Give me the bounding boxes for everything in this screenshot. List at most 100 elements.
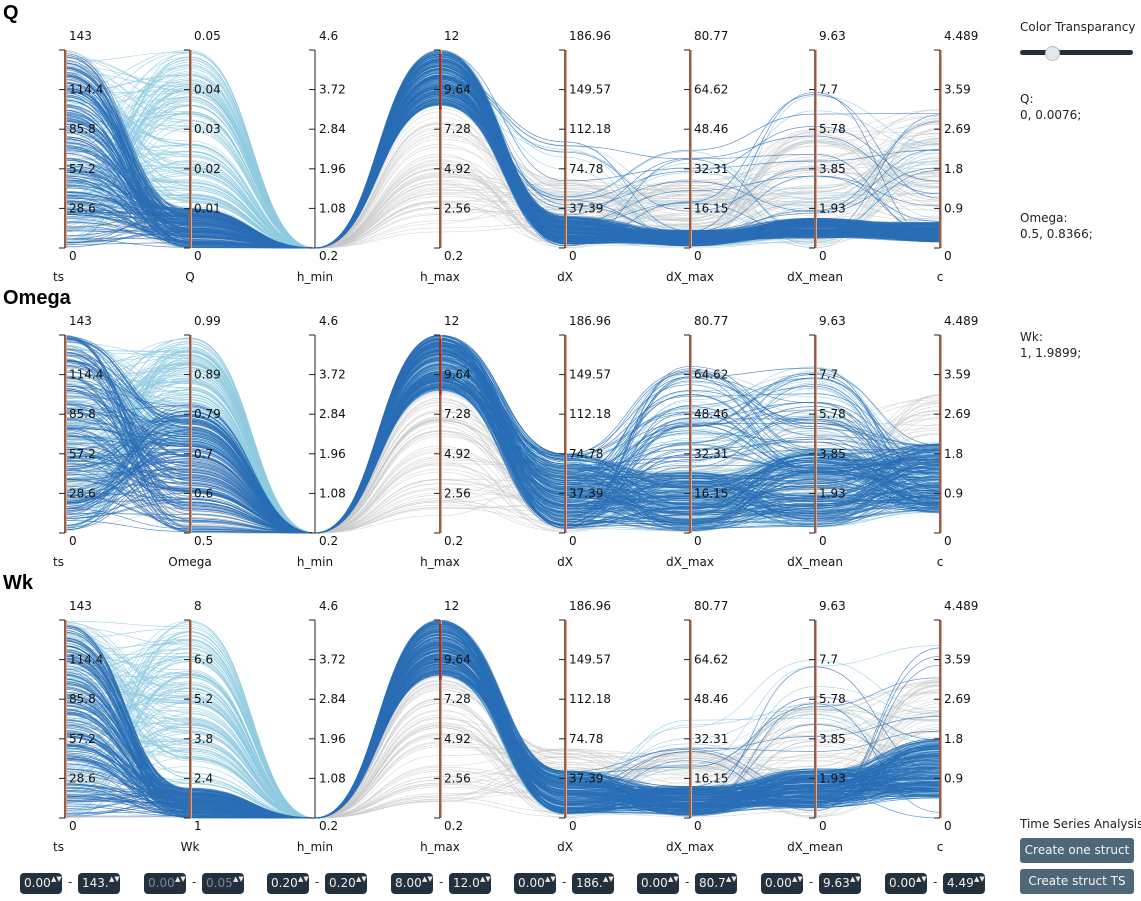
tick-label: 12 <box>444 29 459 43</box>
parallel-coordinates-q[interactable]: 143114.485.857.228.60ts0.050.040.030.020… <box>0 0 1000 290</box>
tick-label: 32.31 <box>694 162 728 176</box>
transparency-slider-track[interactable] <box>1020 50 1133 55</box>
axis-h_min[interactable]: 4.6 3.72 2.84 1.96 1.08 0.2 h_min <box>297 29 346 284</box>
axis-c[interactable]: 4.489 3.59 2.69 1.8 0.9 0c <box>934 599 978 854</box>
polyline-selected <box>64 386 941 534</box>
polyline-selected <box>64 90 941 249</box>
transparency-slider-thumb[interactable] <box>1045 46 1060 61</box>
axis-dX_mean[interactable]: 9.63 7.7 5.78 3.85 1.93 0 dX_mean <box>787 29 846 284</box>
omega-selection-range: 0.5, 0.8366; <box>1020 227 1093 241</box>
range-min-input-c[interactable]: 0.00 ▲▼ <box>885 873 927 894</box>
tick-label: 112.18 <box>569 692 611 706</box>
tick-label: 74.78 <box>569 447 603 461</box>
spinner-icon[interactable]: ▲▼ <box>175 875 186 883</box>
tick-label: 2.56 <box>444 201 471 215</box>
axis-c[interactable]: 4.489 3.59 2.69 1.8 0.9 0c <box>934 29 978 284</box>
tick-label: 8 <box>194 599 202 613</box>
parallel-coordinates-wk[interactable]: 143 114.4 85.8 57.2 28.6 0 ts 8 6.6 5.2 3.8 2.4 1 Wk 4… <box>0 570 1000 860</box>
axis-label-ts: ts <box>53 840 64 854</box>
axis-dX_max[interactable]: 80.77 64.62 48.46 32.31 16.15 0 dX_max <box>666 314 728 569</box>
axis-label-h_min: h_min <box>297 270 333 284</box>
tick-label: 0.05 <box>194 29 221 43</box>
tick-label: 2.69 <box>944 692 971 706</box>
range-min-input-dX_max[interactable]: 0.00 ▲▼ <box>637 873 679 894</box>
polyline-selected <box>64 356 941 534</box>
spinner-icon[interactable]: ▲▼ <box>356 875 367 883</box>
tick-label: 2.84 <box>319 122 346 136</box>
spinner-icon[interactable]: ▲▼ <box>109 875 120 883</box>
axis-dX[interactable]: 186.96 149.57 112.18 74.78 37.39 0 dX <box>557 314 611 569</box>
axis-label-h_min: h_min <box>297 555 333 569</box>
spinner-icon[interactable]: ▲▼ <box>974 875 985 883</box>
tick-label: 0 <box>69 249 77 263</box>
axis-Wk[interactable]: 8 6.6 5.2 3.8 2.4 1 Wk <box>181 599 214 854</box>
range-max-input-h_max[interactable]: 12.0 ▲▼ <box>449 873 491 894</box>
tick-label: 0 <box>569 819 577 833</box>
axis-label-dX_mean: dX_mean <box>787 555 843 569</box>
spinner-icon[interactable]: ▲▼ <box>233 875 244 883</box>
axis-ts[interactable]: 143 114.4 85.8 57.2 28.6 0 ts <box>53 314 103 569</box>
polyline-selected <box>64 351 941 534</box>
axis-h_max[interactable]: 12 9.64 7.28 4.92 2.56 0.2 h_max <box>420 599 471 854</box>
range-max-input-dX_mean[interactable]: 9.63 ▲▼ <box>819 873 861 894</box>
spinner-icon[interactable]: ▲▼ <box>726 875 737 883</box>
axis-dX[interactable]: 186.96 149.57 112.18 74.78 37.39 0 dX <box>557 29 611 284</box>
spinner-icon[interactable]: ▲▼ <box>916 875 927 883</box>
tick-label: 4.489 <box>944 29 978 43</box>
axis-label-ts: ts <box>53 270 64 284</box>
axis-dX_max[interactable]: 80.77 64.62 48.46 32.31 16.15 0 dX_max <box>666 29 728 284</box>
range-min-input-h_max[interactable]: 8.00 ▲▼ <box>391 873 433 894</box>
axis-h_max[interactable]: 12 9.64 7.28 4.92 2.56 0.2 h_max <box>420 29 471 284</box>
range-max-input-c[interactable]: 4.49 ▲▼ <box>943 873 985 894</box>
create-struct-ts-button[interactable]: Create struct TS <box>1020 869 1134 894</box>
spinner-icon[interactable]: ▲▼ <box>545 875 556 883</box>
range-min-input-ts[interactable]: 0.00 ▲▼ <box>20 873 62 894</box>
spinner-icon[interactable]: ▲▼ <box>792 875 803 883</box>
tick-label: 0 <box>694 534 702 548</box>
spinner-icon[interactable]: ▲▼ <box>668 875 679 883</box>
tick-label: 7.7 <box>819 368 838 382</box>
axis-dX_max[interactable]: 80.77 64.62 48.46 32.31 16.15 0 dX_max <box>666 599 728 854</box>
axis-label-Omega: Omega <box>168 555 212 569</box>
axis-dX[interactable]: 186.96 149.57 112.18 74.78 37.39 0 dX <box>557 599 611 854</box>
tick-label: 74.78 <box>569 732 603 746</box>
range-min-input-dX[interactable]: 0.00 ▲▼ <box>514 873 556 894</box>
tick-label: 2.84 <box>319 407 346 421</box>
tick-label: 3.8 <box>194 732 213 746</box>
axis-dX_mean[interactable]: 9.63 7.7 5.78 3.85 1.93 0 dX_mean <box>787 314 846 569</box>
spinner-icon[interactable]: ▲▼ <box>603 875 614 883</box>
range-max-input-param[interactable]: 0.05 ▲▼ <box>202 873 244 894</box>
axis-Omega[interactable]: 0.99 0.89 0.79 0.7 0.6 0.5 Omega <box>168 314 220 569</box>
range-max-input-dX_max[interactable]: 80.7 ▲▼ <box>695 873 737 894</box>
tick-label: 0 <box>569 249 577 263</box>
tick-label: 112.18 <box>569 122 611 136</box>
panel-title-q: Q <box>3 2 19 24</box>
polyline-selected <box>64 79 941 249</box>
range-max-input-h_min[interactable]: 0.20 ▲▼ <box>325 873 367 894</box>
tick-label: 48.46 <box>694 122 728 136</box>
spinner-icon[interactable]: ▲▼ <box>480 875 491 883</box>
polyline-selected <box>64 354 941 534</box>
tick-label: 7.28 <box>444 692 471 706</box>
tick-label: 114.4 <box>69 83 103 97</box>
create-one-struct-button[interactable]: Create one struct <box>1020 838 1134 863</box>
axis-h_min[interactable]: 4.6 3.72 2.84 1.96 1.08 0.2 h_min <box>297 314 346 569</box>
range-min-input-param[interactable]: 0.00 ▲▼ <box>144 873 186 894</box>
spinner-icon[interactable]: ▲▼ <box>422 875 433 883</box>
range-max-input-dX[interactable]: 186. ▲▼ <box>572 873 614 894</box>
spinner-icon[interactable]: ▲▼ <box>850 875 861 883</box>
axis-Q[interactable]: 0.05 0.04 0.03 0.02 0.01 0Q <box>184 29 221 284</box>
axis-h_max[interactable]: 12 9.64 7.28 4.92 2.56 0.2 h_max <box>420 314 471 569</box>
tick-label: 0.9 <box>944 201 963 215</box>
axis-h_min[interactable]: 4.6 3.72 2.84 1.96 1.08 0.2 h_min <box>297 599 346 854</box>
axis-ts[interactable]: 143 114.4 85.8 57.2 28.6 0 ts <box>53 599 103 854</box>
axis-dX_mean[interactable]: 9.63 7.7 5.78 3.85 1.93 0 dX_mean <box>787 599 846 854</box>
axis-ts[interactable]: 143 114.4 85.8 57.2 28.6 0 ts <box>53 29 103 284</box>
spinner-icon[interactable]: ▲▼ <box>51 875 62 883</box>
spinner-icon[interactable]: ▲▼ <box>298 875 309 883</box>
range-min-input-h_min[interactable]: 0.20 ▲▼ <box>267 873 309 894</box>
range-max-input-ts[interactable]: 143. ▲▼ <box>78 873 120 894</box>
axis-c[interactable]: 4.489 3.59 2.69 1.8 0.9 0c <box>934 314 978 569</box>
range-min-input-dX_mean[interactable]: 0.00 ▲▼ <box>761 873 803 894</box>
